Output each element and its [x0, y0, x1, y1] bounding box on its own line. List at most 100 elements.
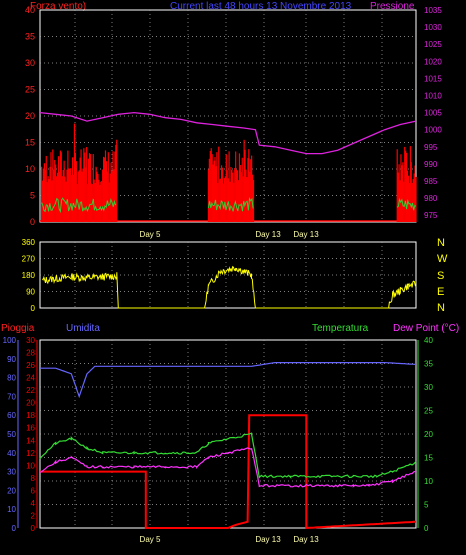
umidita-line: [40, 362, 417, 399]
pioggia-line: [40, 414, 417, 530]
direction-y-axis: 0 90 180 270 360: [22, 238, 36, 313]
pressure-tick-label: 985: [424, 177, 438, 186]
direction-tick-label: 0: [31, 304, 36, 313]
bottom-y-axes: 0102030405060708090100024681012141618202…: [3, 336, 434, 533]
compass-label: N: [437, 237, 445, 249]
humidity-tick-label: 100: [3, 336, 17, 345]
pressure-tick-label: 1030: [424, 23, 442, 32]
rain-legend: Pioggia: [1, 323, 35, 334]
compass-label: E: [437, 286, 444, 298]
humidity-tick-label: 70: [7, 392, 16, 401]
humidity-tick-label: 20: [7, 486, 16, 495]
pressure-line: [39, 111, 417, 155]
pressure-tick-label: 975: [424, 211, 438, 220]
wind-axis-title: Forza vento): [30, 1, 86, 12]
chart-title: Current last 48 hours 13 Novembre 2013: [170, 1, 352, 12]
wind-gust-line: [41, 197, 117, 214]
direction-line: [41, 265, 417, 309]
pressure-tick-label: 1005: [424, 109, 442, 118]
temperature-tick-label: 20: [424, 430, 433, 439]
temperatura-line: [39, 432, 417, 479]
humidity-tick-label: 80: [7, 374, 16, 383]
direction-tick-label: 360: [22, 238, 36, 247]
direction-tick-label: 90: [26, 288, 35, 297]
wind-gust-line: [207, 196, 254, 212]
wind-day-labels: Day 5 Day 13 Day 13: [140, 230, 320, 239]
wind-tick-label: 25: [25, 85, 35, 95]
temperature-tick-label: 15: [424, 454, 433, 463]
pressure-y-axis: 975 980 985 990 995 1000 1005 1010 1015 1020 1025 1…: [424, 6, 442, 220]
bottom-day-labels: Day 5 Day 13 Day 13: [140, 535, 320, 544]
pressure-tick-label: 1020: [424, 57, 442, 66]
wind-tick-label: 10: [25, 164, 35, 174]
rain-tick-label: 24: [26, 374, 35, 383]
wind-tick-label: 15: [25, 138, 35, 148]
wind-tick-label: 30: [25, 58, 35, 68]
rain-tick-label: 2: [31, 511, 36, 520]
rain-tick-label: 12: [26, 449, 35, 458]
rain-tick-label: 30: [26, 336, 35, 345]
day-label: Day 5: [140, 230, 161, 239]
rain-tick-label: 0: [31, 524, 36, 533]
rain-tick-label: 8: [31, 474, 36, 483]
temperature-tick-label: 5: [424, 501, 429, 510]
direction-tick-label: 270: [22, 255, 36, 264]
bottom-grid: [40, 340, 416, 528]
compass-label: W: [437, 253, 448, 265]
temperature-legend: Temperatura: [312, 323, 369, 334]
pressure-tick-label: 990: [424, 160, 438, 169]
rain-tick-label: 22: [26, 386, 35, 395]
humidity-tick-label: 90: [7, 355, 16, 364]
dew-point-c--line: [39, 447, 417, 488]
temperature-tick-label: 10: [424, 477, 433, 486]
pressure-tick-label: 1015: [424, 74, 442, 83]
compass-label: N: [437, 302, 445, 314]
rain-tick-label: 6: [31, 486, 36, 495]
temperature-tick-label: 30: [424, 383, 433, 392]
pressure-tick-label: 980: [424, 194, 438, 203]
rain-tick-label: 4: [31, 499, 36, 508]
wind-tick-label: 20: [25, 111, 35, 121]
rain-tick-label: 10: [26, 461, 35, 470]
wind-series: [40, 123, 417, 222]
rain-tick-label: 14: [26, 436, 35, 445]
pressure-series: [39, 111, 417, 155]
humidity-tick-label: 60: [7, 411, 16, 420]
pressure-tick-label: 1025: [424, 40, 442, 49]
pressure-tick-label: 1000: [424, 126, 442, 135]
day-label: Day 13: [293, 535, 319, 544]
compass-label: S: [437, 270, 444, 282]
rain-tick-label: 20: [26, 399, 35, 408]
humidity-tick-label: 30: [7, 468, 16, 477]
pressure-tick-label: 1035: [424, 6, 442, 15]
day-label: Day 5: [140, 535, 161, 544]
wind-y-axis: 0 5 10 15 20 25 30 35 40: [25, 5, 35, 227]
wind-gust-line: [396, 197, 417, 211]
direction-tick-label: 180: [22, 271, 36, 280]
day-label: Day 13: [255, 535, 281, 544]
rain-tick-label: 28: [26, 349, 35, 358]
rain-tick-label: 18: [26, 411, 35, 420]
humidity-tick-label: 0: [12, 524, 17, 533]
day-label: Day 13: [293, 230, 319, 239]
wind-tick-label: 35: [25, 32, 35, 42]
humidity-tick-label: 40: [7, 449, 16, 458]
humidity-tick-label: 10: [7, 505, 16, 514]
temperature-tick-label: 40: [424, 336, 433, 345]
temperature-tick-label: 35: [424, 360, 433, 369]
wind-tick-label: 0: [30, 217, 35, 227]
pressure-tick-label: 995: [424, 143, 438, 152]
humidity-tick-label: 50: [7, 430, 16, 439]
pressure-axis-title: Pressione: [370, 1, 415, 12]
rain-tick-label: 16: [26, 424, 35, 433]
dew-point-legend: Dew Point (°C): [393, 323, 459, 334]
direction-series: [41, 265, 417, 309]
wind-tick-label: 5: [30, 191, 35, 201]
humidity-legend: Umidita: [66, 323, 100, 334]
temperature-tick-label: 0: [424, 524, 429, 533]
pressure-tick-label: 1010: [424, 91, 442, 100]
wind-tick-label: 40: [25, 5, 35, 15]
day-label: Day 13: [255, 230, 281, 239]
